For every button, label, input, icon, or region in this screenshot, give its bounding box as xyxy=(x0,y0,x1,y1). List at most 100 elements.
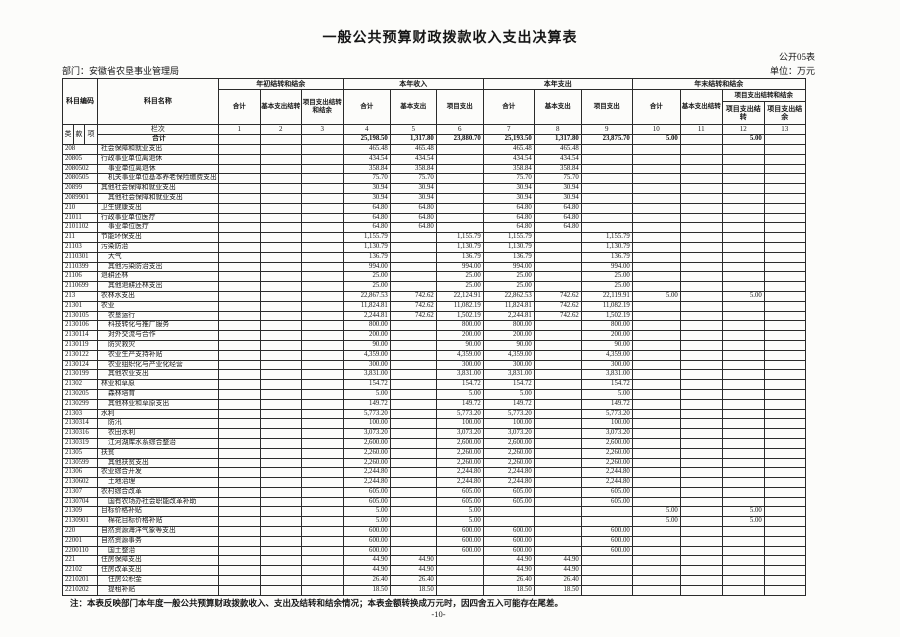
value-cell xyxy=(631,271,681,283)
subject-code-cell: 2210201 xyxy=(62,575,98,586)
value-cell: 742.62 xyxy=(389,290,437,302)
value-cell xyxy=(679,575,723,586)
table-row: 2080505 机关事业单位基本养老保险缴费支出 75.70 75.70 75.70 75… xyxy=(62,173,806,185)
value-cell: 605.00 xyxy=(580,496,633,508)
value-cell: 600.00 xyxy=(435,545,484,557)
value-cell xyxy=(721,584,765,596)
value-cell: 605.00 xyxy=(482,496,535,508)
value-cell xyxy=(217,271,261,283)
subject-code-cell: 21103 xyxy=(62,241,98,253)
value-cell: 25.00 xyxy=(482,281,535,292)
value-cell: 100.00 xyxy=(580,418,633,430)
table-row: 213 农林水支出 22,867.53 742.62 22,124.91 22,862.5… xyxy=(62,290,806,302)
value-cell xyxy=(721,447,765,459)
table-row: 21309 目标价格补贴 5.00 5.00 5.00 5.00 xyxy=(62,506,806,518)
value-cell: 154.72 xyxy=(580,379,633,390)
value-cell xyxy=(631,555,681,567)
value-cell xyxy=(217,555,261,567)
value-cell xyxy=(217,173,261,185)
value-cell xyxy=(389,379,437,390)
value-cell xyxy=(217,153,261,165)
value-cell: 75.70 xyxy=(342,173,391,185)
value-cell xyxy=(259,428,302,439)
value-cell: 22,124.91 xyxy=(435,290,484,302)
column-number: 8 xyxy=(533,124,582,135)
value-cell xyxy=(259,457,302,469)
value-cell xyxy=(631,437,681,449)
total-value-cell: 23,875.70 xyxy=(580,134,633,145)
subject-code-cell: 21301 xyxy=(62,300,98,312)
value-cell: 64.80 xyxy=(342,222,391,234)
subject-name-cell: 扶贫 xyxy=(97,447,219,459)
value-cell: 100.00 xyxy=(482,418,535,430)
table-row: 21302 林业和草原 154.72 154.72 154.72 154.72 xyxy=(62,379,806,390)
value-cell xyxy=(300,506,344,518)
value-cell xyxy=(300,516,344,528)
value-cell xyxy=(763,173,806,185)
subject-name-cell: 自然资源事务 xyxy=(97,535,219,547)
value-cell: 90.00 xyxy=(482,339,535,351)
value-cell xyxy=(533,496,582,508)
subject-name-cell: 水利 xyxy=(97,408,219,420)
value-cell xyxy=(721,545,765,557)
value-cell xyxy=(763,457,806,469)
value-cell xyxy=(721,575,765,586)
value-cell: 90.00 xyxy=(580,339,633,351)
value-cell xyxy=(763,144,806,155)
value-cell xyxy=(679,408,723,420)
value-cell xyxy=(631,300,681,312)
value-cell xyxy=(631,232,681,243)
value-cell xyxy=(763,300,806,312)
subject-code-cell: 208 xyxy=(62,144,98,155)
value-cell xyxy=(300,281,344,292)
value-cell xyxy=(763,437,806,449)
lanci-label: 栏次 xyxy=(97,124,219,135)
value-cell xyxy=(763,232,806,243)
value-cell xyxy=(721,408,765,420)
value-cell: 90.00 xyxy=(435,339,484,351)
subject-name-cell: 农业综合开发 xyxy=(97,467,219,479)
value-cell xyxy=(300,408,344,420)
value-cell: 64.80 xyxy=(533,222,582,234)
value-cell xyxy=(533,388,582,400)
value-cell: 800.00 xyxy=(342,320,391,332)
subject-name-cell: 提租补贴 xyxy=(97,584,219,596)
value-cell xyxy=(721,192,765,204)
value-cell xyxy=(217,477,261,488)
value-cell: 5,773.20 xyxy=(435,408,484,420)
value-cell xyxy=(389,535,437,547)
col-income-project: 项目支出 xyxy=(435,89,484,125)
value-cell xyxy=(721,183,765,194)
value-cell xyxy=(217,212,261,224)
value-cell xyxy=(389,486,437,498)
value-cell xyxy=(721,388,765,400)
subject-name-cell: 农林水支出 xyxy=(97,290,219,302)
value-cell xyxy=(217,408,261,420)
value-cell xyxy=(763,565,806,577)
value-cell xyxy=(300,163,344,175)
value-cell: 1,130.79 xyxy=(580,241,633,253)
value-cell xyxy=(300,212,344,224)
total-value-cell: 1,317.80 xyxy=(389,134,437,145)
value-cell xyxy=(580,202,633,214)
col-end-project-balance: 项目支出结余 xyxy=(763,101,806,125)
table-row: 2130124 农业组织化与产业化经营 300.00 300.00 300.00 300.… xyxy=(62,359,806,371)
value-cell: 605.00 xyxy=(580,486,633,498)
value-cell xyxy=(631,212,681,224)
value-cell: 3,831.00 xyxy=(342,369,391,381)
subject-name-cell: 其他林业和草原支出 xyxy=(97,398,219,410)
value-cell xyxy=(217,261,261,273)
value-cell xyxy=(763,555,806,567)
value-cell xyxy=(533,447,582,459)
value-cell: 64.80 xyxy=(342,212,391,224)
value-cell xyxy=(763,349,806,361)
value-cell xyxy=(300,310,344,322)
value-cell: 600.00 xyxy=(435,526,484,537)
table-row: 21305 扶贫 2,260.00 2,260.00 2,260.00 2,260.00 xyxy=(62,447,806,459)
subject-name-cell: 农村综合改革 xyxy=(97,486,219,498)
value-cell xyxy=(763,428,806,439)
value-cell xyxy=(679,232,723,243)
table-row: 2210202 提租补贴 18.50 18.50 18.50 18.50 xyxy=(62,584,806,596)
table-row: 221 住房保障支出 44.90 44.90 44.90 44.90 xyxy=(62,555,806,567)
value-cell xyxy=(763,281,806,292)
